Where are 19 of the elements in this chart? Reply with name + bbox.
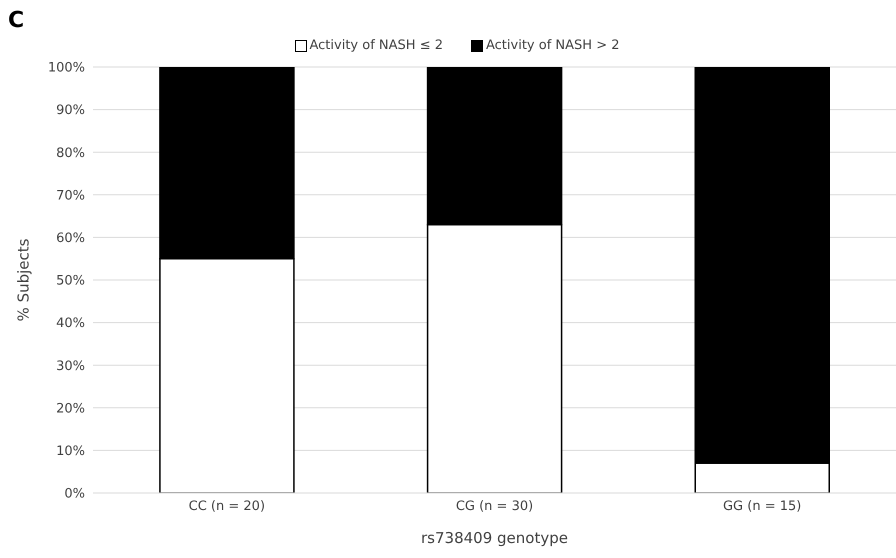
chart-title: C	[8, 8, 24, 33]
y-tick-label: 80%	[56, 146, 85, 161]
x-tick-label: CG (n = 30)	[456, 499, 534, 514]
y-tick-label: 0%	[64, 486, 85, 502]
y-tick-label: 60%	[56, 231, 85, 246]
y-tick-label: 10%	[56, 444, 85, 460]
y-axis-title: % Subjects	[14, 238, 32, 322]
y-tick-label: 40%	[56, 316, 85, 332]
legend-label: Activity of NASH > 2	[485, 38, 620, 53]
x-tick-label: GG (n = 15)	[722, 499, 802, 514]
y-tick-label: 30%	[56, 358, 85, 374]
legend-label: Activity of NASH ≤ 2	[308, 38, 443, 53]
y-tick-label: 20%	[56, 401, 85, 416]
y-tick-label: 50%	[56, 274, 85, 289]
x-axis-title: rs738409 genotype	[421, 529, 568, 547]
x-tick-label: CC (n = 20)	[188, 499, 266, 514]
y-tick-label: 90%	[56, 103, 85, 118]
y-tick-label: 70%	[56, 188, 85, 204]
y-tick-label: 100%	[48, 60, 85, 76]
